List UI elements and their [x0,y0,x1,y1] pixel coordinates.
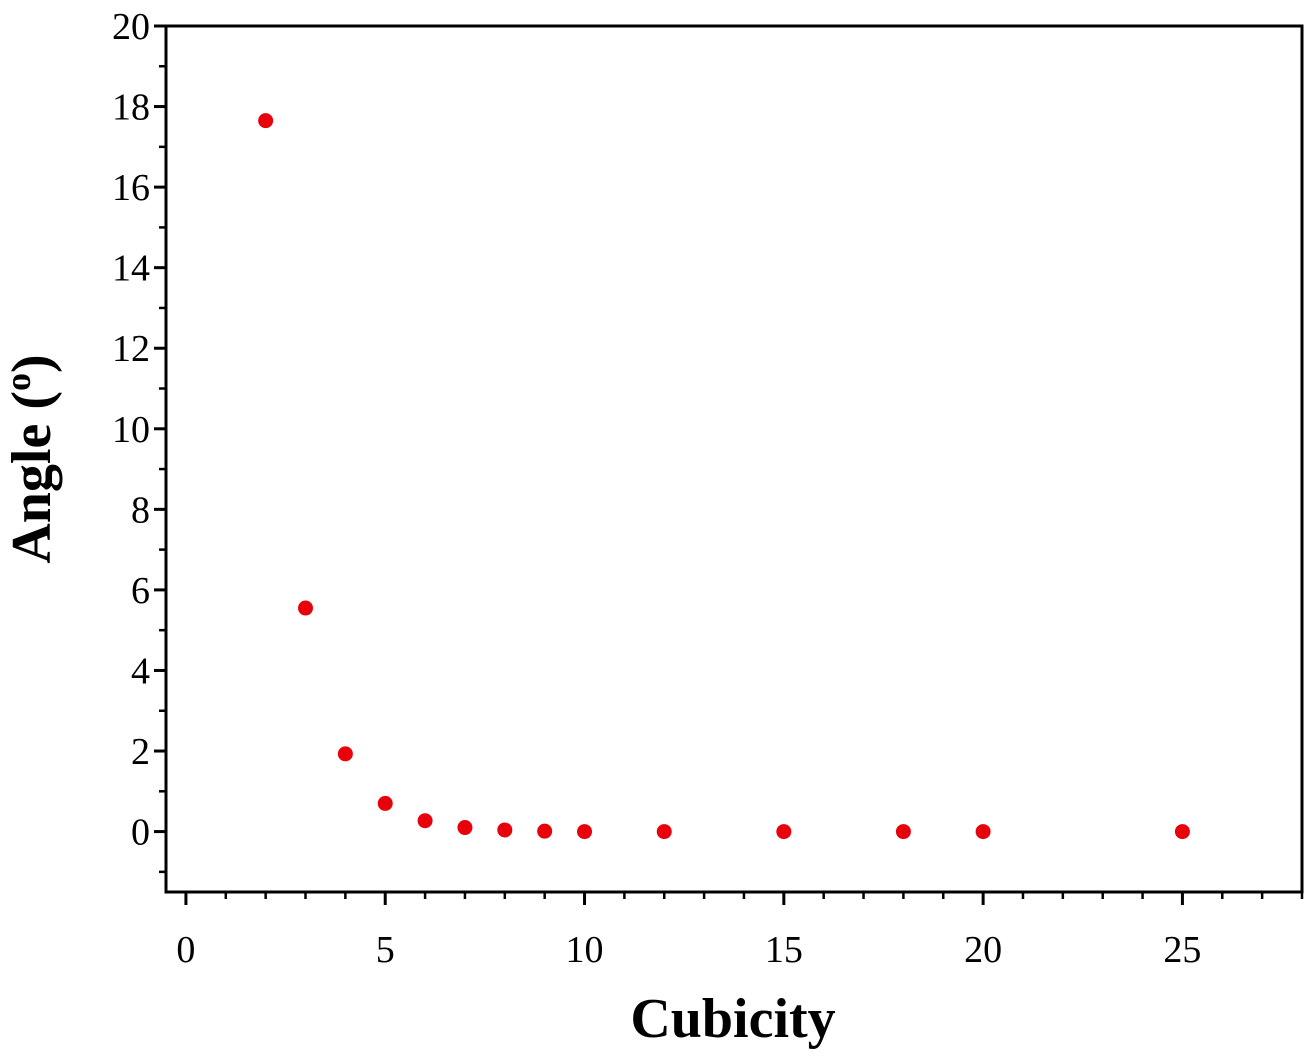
data-point [337,746,353,762]
data-point [975,824,991,840]
y-tick-label: 0 [131,812,150,854]
x-axis-tick-labels: 0 5 10 15 20 25 [176,929,1201,971]
y-axis-title-text: Angle ( [1,391,63,564]
y-tick-label: 4 [131,650,150,692]
x-tick-label: 10 [566,929,604,971]
y-axis-tick-labels: 0 2 4 6 8 10 12 14 16 18 20 [112,6,150,854]
data-point [577,824,593,840]
y-tick-label: 10 [112,409,150,451]
data-point [537,823,553,839]
y-tick-label: 8 [131,489,150,531]
y-axis-title-superscript: o [0,373,38,391]
data-point [417,813,433,829]
y-tick-label: 14 [112,248,150,290]
x-tick-label: 5 [376,929,395,971]
y-tick-label: 12 [112,328,150,370]
data-point [497,822,513,838]
x-tick-label: 25 [1163,929,1201,971]
plot-frame [164,24,1304,894]
data-point [895,824,911,840]
data-point [298,600,314,616]
x-axis-ticks [184,892,1304,905]
x-tick-label: 15 [765,929,803,971]
x-axis-title: Cubicity [630,988,835,1050]
y-tick-label: 16 [112,167,150,209]
y-axis-title: Angle (o) [0,354,63,563]
data-points [258,113,1190,840]
data-point [457,820,473,836]
y-axis-ticks [154,24,166,874]
y-tick-label: 18 [112,87,150,129]
y-tick-label: 2 [131,731,150,773]
data-point [776,824,792,840]
data-point [1174,824,1190,840]
y-tick-label: 6 [131,570,150,612]
x-tick-label: 0 [176,929,195,971]
y-axis-title-close: ) [1,354,63,373]
x-tick-label: 20 [964,929,1002,971]
data-point [656,824,672,840]
data-point [258,113,274,129]
data-point [377,795,393,811]
y-tick-label: 20 [112,6,150,48]
